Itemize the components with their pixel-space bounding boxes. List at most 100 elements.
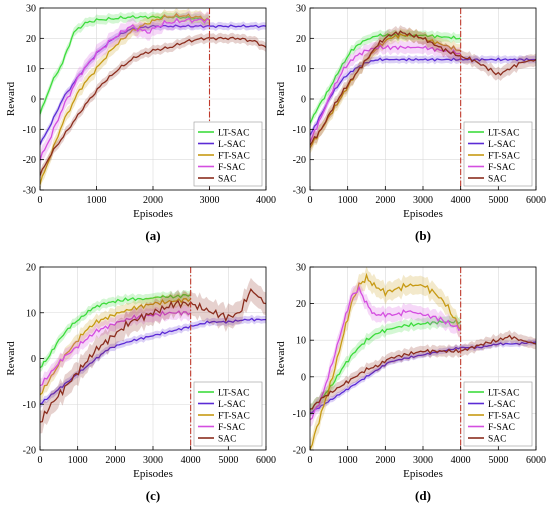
x-tick-label: 0 xyxy=(38,195,43,206)
series-line-F-SAC xyxy=(310,44,461,143)
y-tick-label: -10 xyxy=(293,409,306,420)
y-tick-label: -10 xyxy=(23,125,36,136)
band-F-SAC xyxy=(40,10,210,169)
band-FT-SAC xyxy=(40,8,210,190)
series-line-FT-SAC xyxy=(310,272,462,450)
plot-area xyxy=(310,267,536,450)
band-SAC xyxy=(40,32,266,181)
legend-label: FT-SAC xyxy=(218,412,250,422)
plot-area xyxy=(40,277,266,434)
chart-panel-b: 0 1000 2000 3000 4000 5000 6000 -30 -20 -10 0 10 20 3… xyxy=(275,4,546,244)
x-tick-label: 3000 xyxy=(413,195,433,206)
x-tick-label: 5000 xyxy=(488,195,508,206)
x-tick-label: 3000 xyxy=(413,455,433,466)
x-tick-label: 2000 xyxy=(143,195,163,206)
y-tick-label: 30 xyxy=(296,263,306,274)
band-LT-SAC xyxy=(310,29,461,128)
y-tick-label: 10 xyxy=(296,64,306,75)
x-tick-label: 4000 xyxy=(181,455,201,466)
series-line-LT-SAC xyxy=(310,318,462,411)
band-FT-SAC xyxy=(310,27,461,154)
panel-caption: (b) xyxy=(415,228,431,243)
series-line-F-SAC xyxy=(40,17,210,161)
band-F-SAC xyxy=(310,279,461,428)
series-line-SAC xyxy=(310,334,536,410)
y-tick-label: 20 xyxy=(296,34,306,45)
x-tick-label: 2000 xyxy=(375,195,395,206)
y-tick-label: -30 xyxy=(293,186,306,197)
legend-label: L-SAC xyxy=(218,140,245,150)
x-tick-label: 4000 xyxy=(256,195,276,206)
y-tick-label: 10 xyxy=(296,336,306,347)
legend-label: L-SAC xyxy=(488,140,515,150)
panel-caption: (c) xyxy=(146,488,160,503)
y-tick-label: 0 xyxy=(31,95,36,106)
legend-label: SAC xyxy=(218,175,236,185)
legend-label: SAC xyxy=(488,435,506,445)
y-axis-label: Reward xyxy=(275,81,287,116)
legend-label: F-SAC xyxy=(218,423,245,433)
chart-panel-d: 0 1000 2000 3000 4000 5000 6000 -20 -10 0 10 20 30 Ep… xyxy=(275,263,546,504)
x-tick-label: 1000 xyxy=(338,195,358,206)
x-tick-label: 6000 xyxy=(256,455,276,466)
band-L-SAC xyxy=(40,314,266,408)
y-tick-label: -20 xyxy=(293,446,306,457)
x-axis-label: Episodes xyxy=(133,468,173,480)
series-line-F-SAC xyxy=(310,285,462,421)
band-SAC xyxy=(40,277,266,434)
chart-panel-c: 0 1000 2000 3000 4000 5000 6000 -20 -10 0 10 20 Epis… xyxy=(5,263,276,504)
x-tick-label: 1000 xyxy=(68,455,88,466)
y-tick-label: 0 xyxy=(301,95,306,106)
series-line-SAC xyxy=(40,36,266,176)
legend-label: L-SAC xyxy=(218,400,245,410)
x-tick-label: 6000 xyxy=(526,195,546,206)
x-tick-label: 3000 xyxy=(143,455,163,466)
legend-label: FT-SAC xyxy=(488,412,520,422)
band-SAC xyxy=(310,25,536,152)
series-line-SAC xyxy=(40,288,266,423)
series-line-F-SAC xyxy=(40,310,192,387)
legend-label: FT-SAC xyxy=(488,152,520,162)
series-line-LT-SAC xyxy=(310,33,461,124)
x-tick-label: 5000 xyxy=(218,455,238,466)
x-tick-label: 3000 xyxy=(200,195,220,206)
y-axis-label: Reward xyxy=(275,341,287,376)
y-axis-label: Reward xyxy=(5,81,17,116)
x-tick-label: 2000 xyxy=(375,455,395,466)
x-axis-label: Episodes xyxy=(403,208,443,220)
legend-label: F-SAC xyxy=(488,423,515,433)
y-tick-label: 20 xyxy=(26,263,36,274)
series-line-L-SAC xyxy=(310,341,536,414)
series-line-FT-SAC xyxy=(310,33,461,149)
y-tick-label: 30 xyxy=(26,4,36,15)
series-line-SAC xyxy=(310,30,536,146)
legend-label: FT-SAC xyxy=(218,152,250,162)
panel-caption: (a) xyxy=(145,228,160,243)
x-tick-label: 5000 xyxy=(488,455,508,466)
y-tick-label: 20 xyxy=(296,299,306,310)
series-line-LT-SAC xyxy=(40,14,210,115)
y-tick-label: 10 xyxy=(26,308,36,319)
band-LT-SAC xyxy=(40,289,191,373)
chart-panel-a: 0 1000 2000 3000 4000 -30 -20 -10 0 10 20 30 Episode… xyxy=(5,4,276,244)
x-tick-label: 0 xyxy=(308,195,313,206)
y-axis-label: Reward xyxy=(5,341,17,376)
y-tick-label: 30 xyxy=(296,4,306,15)
y-tick-label: 0 xyxy=(31,354,36,365)
panel-caption: (d) xyxy=(415,488,431,503)
band-F-SAC xyxy=(310,39,461,148)
series-line-FT-SAC xyxy=(40,12,210,185)
series-line-L-SAC xyxy=(310,57,536,136)
x-axis-label: Episodes xyxy=(403,468,443,480)
series-line-L-SAC xyxy=(40,317,266,405)
y-tick-label: -20 xyxy=(23,155,36,166)
band-FT-SAC xyxy=(310,267,461,450)
x-axis-label: Episodes xyxy=(133,208,173,220)
y-tick-label: -30 xyxy=(23,186,36,197)
legend-label: SAC xyxy=(488,175,506,185)
legend-label: SAC xyxy=(218,435,236,445)
